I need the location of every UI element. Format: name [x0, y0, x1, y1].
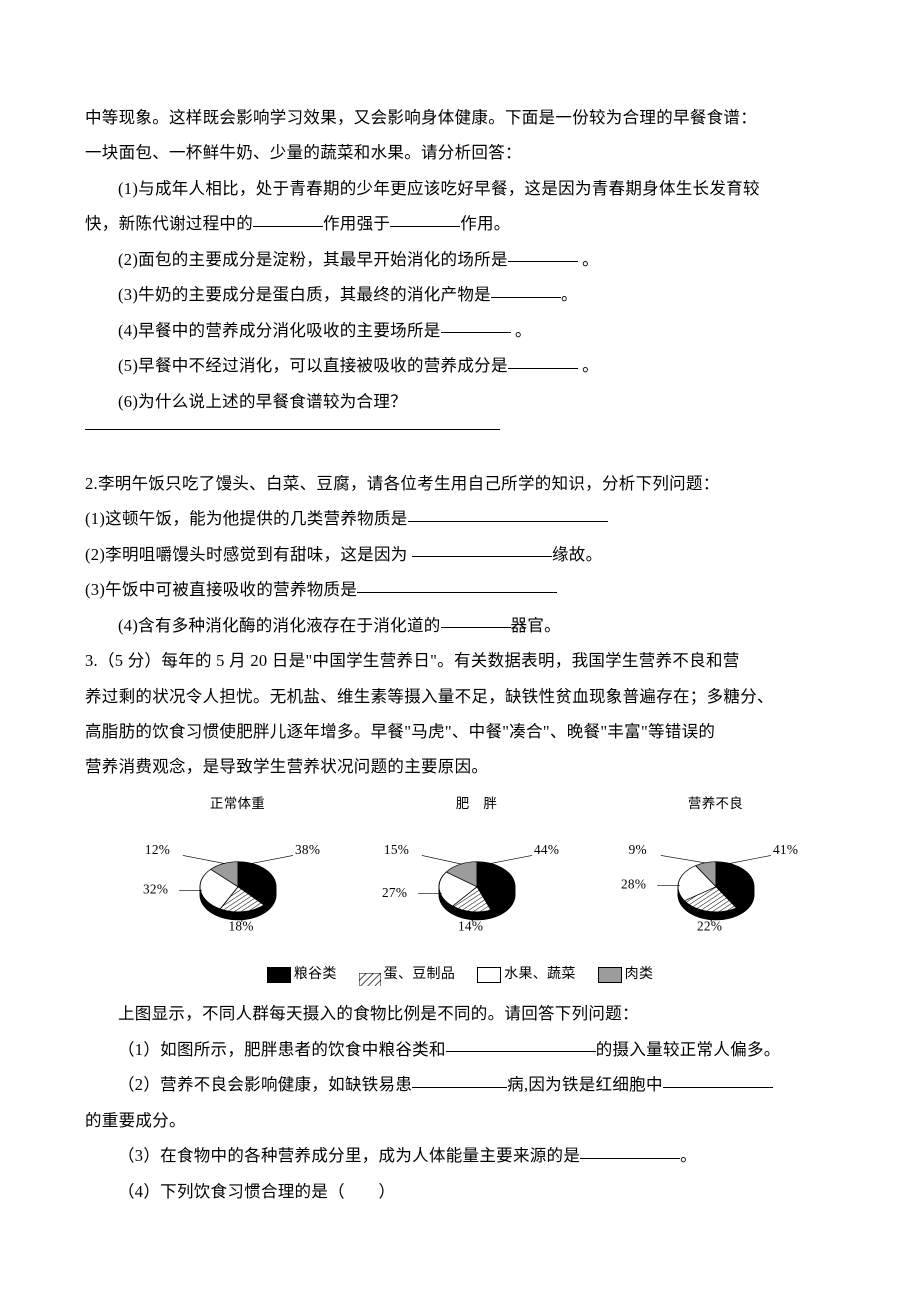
chart-title: 营养不良 — [621, 789, 811, 818]
pie-chart: 12%38%18%32%正常体重 — [143, 793, 333, 958]
q1-sub1-line1: (1)与成年人相比，处于青春期的少年更应该吃好早餐，这是因为青春期身体生长发育较 — [85, 171, 835, 206]
q1-sub3-text: (3)牛奶的主要成分是蛋白质，其最终的消化产物是 — [118, 285, 491, 304]
q1-sub4-tail: 。 — [511, 321, 532, 340]
svg-text:32%: 32% — [143, 882, 168, 897]
svg-text:38%: 38% — [295, 842, 320, 857]
q3-sub2-line1: （2）营养不良会影响健康，如缺铁易患 病,因为铁是红细胞中 — [85, 1067, 835, 1102]
q2-sub3: (3)午饭中可被直接吸收的营养物质是 — [85, 572, 835, 607]
q1-sub4: (4)早餐中的营养成分消化吸收的主要场所是 。 — [85, 313, 835, 348]
svg-text:41%: 41% — [773, 842, 798, 857]
q2-stem: 2.李明午饭只吃了馒头、白菜、豆腐，请各位考生用自己所学的知识，分析下列问题： — [85, 466, 835, 501]
q3-sub2-text-b: 病,因为铁是红细胞中 — [507, 1075, 663, 1094]
legend-swatch — [359, 968, 381, 982]
svg-text:15%: 15% — [383, 842, 408, 857]
q3-stem-line1: 3.（5 分）每年的 5 月 20 日是"中国学生营养日"。有关数据表明，我国学… — [85, 643, 835, 678]
q1-sub5-tail: 。 — [578, 356, 599, 375]
q2-sub1-text: (1)这顿午饭，能为他提供的几类营养物质是 — [85, 509, 408, 528]
chart-title: 正常体重 — [143, 789, 333, 818]
document-page: 中等现象。这样既会影响学习效果，又会影响身体健康。下面是一份较为合理的早餐食谱：… — [0, 0, 920, 1269]
q1-sub4-text: (4)早餐中的营养成分消化吸收的主要场所是 — [118, 321, 441, 340]
fill-blank[interactable] — [508, 261, 578, 262]
q1-sub1-line2: 快，新陈代谢过程中的 作用强于 作用。 — [85, 206, 835, 241]
svg-text:14%: 14% — [458, 919, 483, 934]
q3-sub4: （4）下列饮食习惯合理的是（ ） — [85, 1174, 835, 1209]
svg-text:28%: 28% — [621, 877, 646, 892]
fill-blank[interactable] — [441, 627, 511, 628]
q1-sub3-tail: 。 — [561, 285, 578, 304]
q3-sub3-tail: 。 — [680, 1146, 697, 1165]
q2-sub2: (2)李明咀嚼馒头时感觉到有甜味，这是因为 缘故。 — [85, 537, 835, 572]
q1-sub1-text-c: 作用。 — [460, 214, 510, 233]
fill-blank[interactable] — [412, 556, 552, 557]
fill-blank[interactable] — [253, 226, 323, 227]
legend-swatch — [598, 967, 622, 983]
q3-sub1-text: （1）如图所示，肥胖患者的饮食中粮谷类和 — [118, 1040, 446, 1059]
q3-stem-line4: 营养消费观念，是导致学生营养状况问题的主要原因。 — [85, 749, 835, 784]
svg-text:9%: 9% — [628, 842, 646, 857]
q1-sub2: (2)面包的主要成分是淀粉，其最早开始消化的场所是 。 — [85, 242, 835, 277]
pie-charts-row: 12%38%18%32%正常体重15%44%14%27%肥 胖9%41%22%2… — [118, 793, 835, 958]
q3-sub2-text-a: （2）营养不良会影响健康，如缺铁易患 — [118, 1075, 412, 1094]
q1-sub1-text-a: 快，新陈代谢过程中的 — [85, 214, 253, 233]
fill-blank[interactable] — [357, 592, 557, 593]
q3-sub3: （3）在食物中的各种营养成分里，成为人体能量主要来源的是 。 — [85, 1138, 835, 1173]
q2-sub2-text: (2)李明咀嚼馒头时感觉到有甜味，这是因为 — [85, 545, 412, 564]
q3-sub1: （1）如图所示，肥胖患者的饮食中粮谷类和 的摄入量较正常人偏多。 — [85, 1032, 835, 1067]
q3-sub3-text: （3）在食物中的各种营养成分里，成为人体能量主要来源的是 — [118, 1146, 580, 1165]
q2-sub2-tail: 缘故。 — [552, 545, 602, 564]
fill-blank[interactable] — [412, 1087, 507, 1088]
intro-line-2: 一块面包、一杯鲜牛奶、少量的蔬菜和水果。请分析回答： — [85, 135, 835, 170]
q2-sub4-tail: 器官。 — [511, 616, 561, 635]
q1-sub5: (5)早餐中不经过消化，可以直接被吸收的营养成分是 。 — [85, 348, 835, 383]
q3-stem-line2: 养过剩的状况令人担忧。无机盐、维生素等摄入量不足，缺铁性贫血现象普遍存在；多糖分… — [85, 679, 835, 714]
fill-blank[interactable] — [580, 1158, 680, 1159]
q1-sub2-text: (2)面包的主要成分是淀粉，其最早开始消化的场所是 — [118, 250, 508, 269]
q1-sub1-text-b: 作用强于 — [323, 214, 390, 233]
fill-blank[interactable] — [390, 226, 460, 227]
svg-text:18%: 18% — [228, 919, 253, 934]
q2-sub4: (4)含有多种消化酶的消化液存在于消化道的 器官。 — [85, 608, 835, 643]
q3-caption: 上图显示，不同人群每天摄入的食物比例是不同的。请回答下列问题： — [85, 996, 835, 1031]
fill-blank[interactable] — [663, 1087, 773, 1088]
fill-blank[interactable] — [508, 368, 578, 369]
svg-text:44%: 44% — [534, 842, 559, 857]
pie-chart: 9%41%22%28%营养不良 — [621, 793, 811, 958]
q2-sub4-text: (4)含有多种消化酶的消化液存在于消化道的 — [118, 616, 441, 635]
fill-blank[interactable] — [408, 521, 608, 522]
q1-sub6: (6)为什么说上述的早餐食谱较为合理？ — [85, 384, 835, 419]
answer-rule-line[interactable] — [85, 429, 500, 465]
q1-sub5-text: (5)早餐中不经过消化，可以直接被吸收的营养成分是 — [118, 356, 508, 375]
q1-sub2-tail: 。 — [578, 250, 599, 269]
svg-text:27%: 27% — [382, 885, 407, 900]
q3-stem-line3: 高脂肪的饮食习惯使肥胖儿逐年增多。早餐"马虎"、中餐"凑合"、晚餐"丰富"等错误… — [85, 714, 835, 749]
q3-sub1-tail: 的摄入量较正常人偏多。 — [596, 1040, 781, 1059]
q1-sub3: (3)牛奶的主要成分是蛋白质，其最终的消化产物是 。 — [85, 277, 835, 312]
pie-chart: 15%44%14%27%肥 胖 — [382, 793, 572, 958]
q2-sub3-text: (3)午饭中可被直接吸收的营养物质是 — [85, 580, 357, 599]
q2-sub1: (1)这顿午饭，能为他提供的几类营养物质是 — [85, 501, 835, 536]
q3-sub2-line2: 的重要成分。 — [85, 1103, 835, 1138]
fill-blank[interactable] — [491, 297, 561, 298]
fill-blank[interactable] — [446, 1051, 596, 1052]
fill-blank[interactable] — [441, 332, 511, 333]
chart-title: 肥 胖 — [382, 789, 572, 818]
svg-text:12%: 12% — [144, 842, 169, 857]
svg-text:22%: 22% — [697, 919, 722, 934]
intro-line-1: 中等现象。这样既会影响学习效果，又会影响身体健康。下面是一份较为合理的早餐食谱： — [85, 100, 835, 135]
